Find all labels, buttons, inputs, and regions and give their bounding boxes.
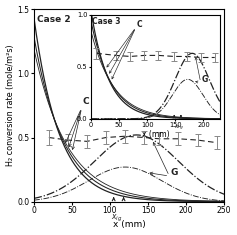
Text: G: G [170,168,178,177]
Text: Case 2: Case 2 [37,15,71,24]
Y-axis label: H₂ conversion rate (mole/m²s): H₂ conversion rate (mole/m²s) [5,45,14,166]
Text: C: C [82,97,89,106]
X-axis label: x (mm): x (mm) [113,220,145,229]
Text: $x_{ig}$: $x_{ig}$ [111,213,123,224]
